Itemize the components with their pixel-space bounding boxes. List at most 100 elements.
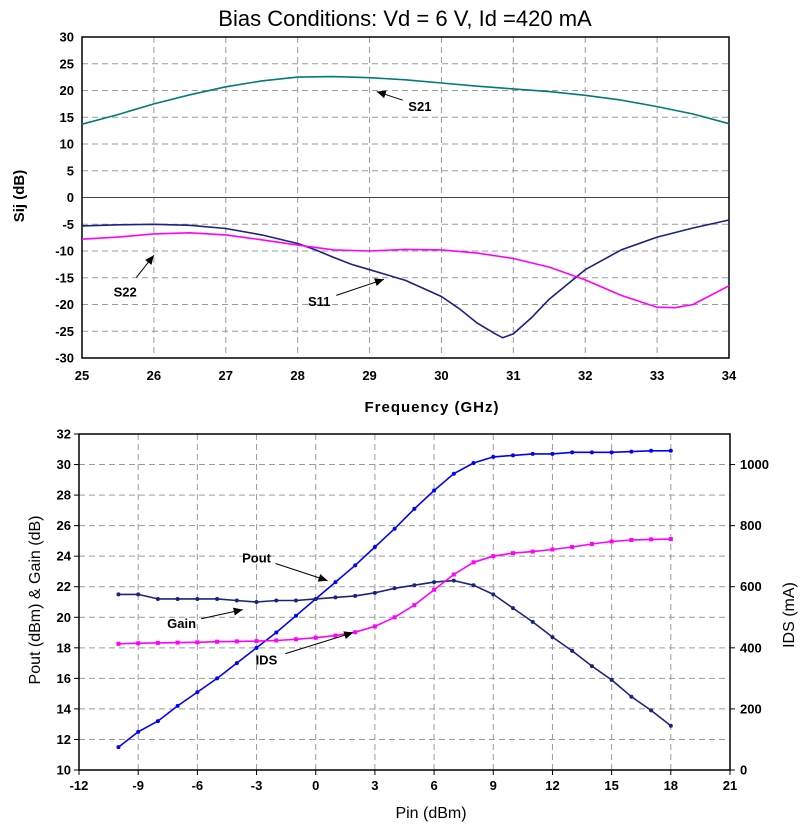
power-y2-tick-label: 1000 (740, 457, 769, 472)
sparam-y-tick-label: 15 (60, 110, 74, 125)
series-marker-ids (353, 630, 358, 635)
series-marker-pout (550, 451, 555, 456)
sparam-y-tick-label: 5 (67, 163, 74, 178)
series-marker-pout (116, 745, 121, 750)
power-y2-tick-label: 0 (740, 763, 747, 778)
power-chart: -12 -9 -6 -3 0 3 6 9 12 15 18 21 32 30 28 26 24 22 20 18 16 1… (27, 427, 798, 823)
series-line-s11 (81, 219, 730, 339)
sparam-y-tick-label: 0 (67, 190, 74, 205)
series-marker-ids (668, 537, 673, 542)
power-plot-area (79, 434, 730, 770)
power-x-tick-label: 12 (545, 778, 559, 793)
power-y-tick-label: 24 (57, 549, 72, 564)
sparam-y-tick-label: -20 (55, 297, 74, 312)
series-marker-gain (234, 598, 239, 603)
series-marker-pout (372, 545, 377, 550)
power-y-axis-label: Pout (dBm) & Gain (dB) (27, 516, 44, 685)
series-marker-pout (234, 661, 239, 666)
series-marker-ids (372, 624, 377, 629)
series-marker-pout (353, 563, 358, 568)
power-x-tick-label: -6 (192, 778, 204, 793)
series-marker-pout (511, 453, 515, 458)
series-marker-ids (392, 615, 397, 620)
power-series (116, 448, 673, 750)
series-marker-gain (294, 598, 298, 603)
series-marker-ids (511, 551, 515, 556)
power-y-tick-label: 32 (57, 427, 71, 442)
series-marker-gain (589, 664, 594, 669)
series-line-s22 (81, 232, 730, 309)
sparam-x-tick-label: 26 (147, 368, 161, 383)
series-marker-pout (392, 526, 397, 531)
series-marker-ids (175, 640, 180, 645)
annotation-arrowhead-s22 (145, 255, 154, 265)
series-marker-gain (649, 708, 654, 713)
power-grid (74, 433, 735, 775)
series-marker-gain (313, 596, 318, 601)
power-y-tick-label: 30 (57, 457, 71, 472)
series-marker-ids (412, 603, 417, 608)
series-marker-ids (491, 554, 496, 559)
sparam-y-tick-label: -15 (55, 270, 74, 285)
sparam-x-tick-label: 27 (219, 368, 233, 383)
power-y2-tick-label: 600 (740, 579, 762, 594)
power-x-tick-label: 6 (430, 778, 437, 793)
series-marker-gain (333, 595, 338, 600)
series-marker-ids (629, 537, 634, 542)
series-marker-gain (353, 593, 358, 598)
series-marker-ids (649, 537, 654, 542)
series-marker-ids (254, 639, 259, 644)
sparam-chart: Bias Conditions: Vd = 6 V, Id =420 mA 25… (11, 6, 737, 416)
series-marker-gain (392, 586, 397, 591)
power-y-tick-label: 26 (57, 518, 71, 533)
sparam-y-tick-label: 30 (60, 30, 74, 45)
annotation-arrowhead-s11 (374, 278, 384, 287)
power-tick-labels: -12 -9 -6 -3 0 3 6 9 12 15 18 21 32 30 28 26 24 22 20 18 16 1… (57, 427, 769, 794)
sparam-x-tick-label: 33 (650, 368, 664, 383)
annotation-label-s22: S22 (114, 284, 137, 299)
annotation-arrowhead-s21 (376, 90, 387, 99)
series-marker-gain (116, 592, 121, 597)
annotation-label-pout: Pout (242, 550, 272, 565)
series-marker-pout (629, 449, 634, 454)
power-y2-tick-label: 400 (740, 640, 762, 655)
sparam-y-tick-label: 20 (60, 83, 74, 98)
annotation-label-gain: Gain (167, 616, 196, 631)
series-marker-gain (432, 580, 437, 585)
series-marker-gain (412, 583, 417, 588)
power-y2-axis-label: IDS (mA) (781, 582, 798, 648)
series-marker-pout (195, 690, 200, 695)
series-marker-pout (649, 448, 654, 453)
power-y-tick-label: 16 (57, 671, 71, 686)
series-marker-ids (432, 587, 437, 592)
series-marker-gain (274, 598, 279, 603)
series-marker-gain (155, 596, 160, 601)
sparam-y-tick-label: -25 (55, 324, 74, 339)
sparam-x-tick-label: 25 (75, 368, 89, 383)
series-marker-pout (333, 580, 338, 585)
annotation-arrow-ids (285, 632, 354, 655)
power-x-tick-label: 9 (490, 778, 497, 793)
series-marker-ids (215, 639, 220, 644)
series-marker-gain (609, 677, 614, 682)
series-marker-pout (432, 488, 437, 493)
series-marker-gain (195, 596, 200, 601)
series-marker-ids (313, 635, 318, 640)
series-marker-gain (451, 578, 456, 583)
series-marker-gain (570, 648, 575, 653)
sparam-y-axis-label: Sij (dB) (11, 170, 28, 223)
series-marker-gain (254, 600, 259, 604)
series-marker-ids (155, 640, 160, 645)
series-marker-pout (412, 506, 417, 511)
sparam-x-tick-label: 30 (434, 368, 448, 383)
power-y-tick-label: 12 (57, 732, 71, 747)
series-marker-gain (471, 583, 476, 588)
sparam-x-tick-label: 29 (362, 368, 376, 383)
power-y-tick-label: 28 (57, 488, 71, 503)
sparam-y-tick-label: -5 (62, 217, 74, 232)
series-marker-pout (215, 676, 220, 681)
annotation-arrowhead-ids (343, 631, 354, 640)
power-y-tick-label: 18 (57, 640, 71, 655)
series-marker-ids (471, 560, 476, 565)
